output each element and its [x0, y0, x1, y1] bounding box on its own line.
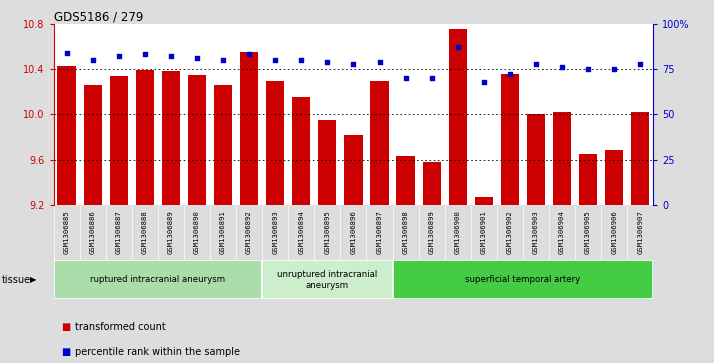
- Point: [139, 52, 151, 57]
- Bar: [501, 74, 519, 205]
- Text: GSM1306905: GSM1306905: [585, 210, 591, 254]
- Text: transformed count: transformed count: [75, 322, 166, 332]
- Point: [452, 44, 463, 50]
- Point: [478, 79, 490, 85]
- Bar: [84, 85, 102, 205]
- Text: GSM1306907: GSM1306907: [638, 210, 643, 254]
- Text: unruptured intracranial
aneurysm: unruptured intracranial aneurysm: [277, 270, 378, 290]
- Point: [635, 61, 646, 66]
- Text: GSM1306889: GSM1306889: [168, 210, 174, 254]
- Text: superficial temporal artery: superficial temporal artery: [466, 276, 580, 284]
- Bar: [396, 156, 415, 205]
- Bar: [292, 97, 311, 205]
- Bar: [57, 66, 76, 205]
- Text: GSM1306898: GSM1306898: [403, 210, 408, 254]
- Point: [269, 57, 281, 63]
- Text: GSM1306903: GSM1306903: [533, 210, 539, 254]
- Text: GSM1306886: GSM1306886: [90, 210, 96, 254]
- Point: [608, 66, 620, 72]
- Point: [113, 53, 124, 59]
- Point: [348, 61, 359, 66]
- Text: GSM1306899: GSM1306899: [428, 210, 435, 254]
- Text: GSM1306890: GSM1306890: [194, 210, 200, 254]
- Point: [321, 59, 333, 65]
- Point: [531, 61, 542, 66]
- Bar: [579, 154, 597, 205]
- Text: GSM1306901: GSM1306901: [481, 210, 487, 254]
- Point: [504, 72, 516, 77]
- Bar: [631, 112, 650, 205]
- Bar: [110, 76, 128, 205]
- Bar: [527, 114, 545, 205]
- Text: GSM1306895: GSM1306895: [324, 210, 331, 254]
- Text: GSM1306902: GSM1306902: [507, 210, 513, 254]
- Bar: [344, 135, 363, 205]
- Point: [191, 55, 203, 61]
- Bar: [266, 81, 284, 205]
- Point: [87, 57, 99, 63]
- Text: GSM1306892: GSM1306892: [246, 210, 252, 254]
- Text: GDS5186 / 279: GDS5186 / 279: [54, 11, 143, 24]
- Bar: [188, 75, 206, 205]
- FancyBboxPatch shape: [393, 260, 653, 299]
- FancyBboxPatch shape: [262, 260, 393, 299]
- Bar: [162, 71, 180, 205]
- Point: [217, 57, 228, 63]
- Text: GSM1306887: GSM1306887: [116, 210, 122, 254]
- Bar: [371, 81, 388, 205]
- Text: ruptured intracranial aneurysm: ruptured intracranial aneurysm: [90, 276, 226, 284]
- Text: tissue: tissue: [2, 275, 31, 285]
- Point: [165, 53, 176, 59]
- Point: [243, 52, 255, 57]
- Text: GSM1306900: GSM1306900: [455, 210, 461, 254]
- Text: ■: ■: [61, 347, 70, 357]
- Text: ■: ■: [61, 322, 70, 332]
- Bar: [475, 197, 493, 205]
- Point: [556, 64, 568, 70]
- Bar: [553, 112, 571, 205]
- Text: GSM1306896: GSM1306896: [351, 210, 356, 254]
- Bar: [240, 52, 258, 205]
- Bar: [423, 162, 441, 205]
- Text: GSM1306897: GSM1306897: [376, 210, 383, 254]
- Text: GSM1306906: GSM1306906: [611, 210, 617, 254]
- Bar: [318, 120, 336, 205]
- Point: [400, 75, 411, 81]
- Bar: [214, 85, 232, 205]
- Bar: [448, 29, 467, 205]
- Text: GSM1306891: GSM1306891: [220, 210, 226, 254]
- Point: [61, 50, 72, 56]
- Point: [426, 75, 438, 81]
- Point: [296, 57, 307, 63]
- Bar: [136, 70, 154, 205]
- Text: percentile rank within the sample: percentile rank within the sample: [75, 347, 240, 357]
- Text: GSM1306894: GSM1306894: [298, 210, 304, 254]
- Point: [583, 66, 594, 72]
- Text: ▶: ▶: [30, 276, 36, 284]
- Point: [374, 59, 386, 65]
- Text: GSM1306885: GSM1306885: [64, 210, 69, 254]
- Text: GSM1306893: GSM1306893: [272, 210, 278, 254]
- Text: GSM1306904: GSM1306904: [559, 210, 565, 254]
- Bar: [605, 150, 623, 205]
- Text: GSM1306888: GSM1306888: [142, 210, 148, 254]
- FancyBboxPatch shape: [54, 260, 262, 299]
